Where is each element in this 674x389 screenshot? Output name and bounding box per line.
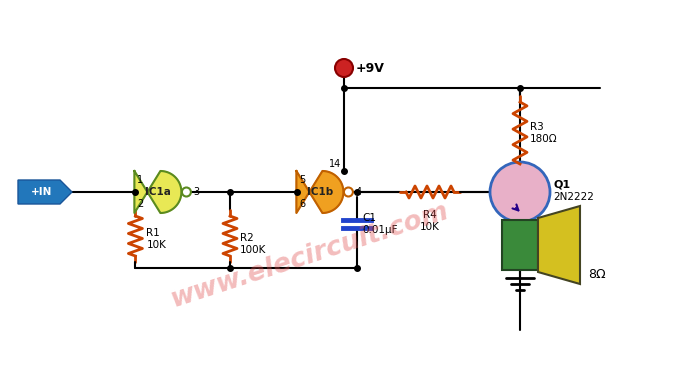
Text: R1
10K: R1 10K <box>146 228 166 250</box>
Text: 4: 4 <box>355 187 361 197</box>
Polygon shape <box>18 180 72 204</box>
Text: R2
100K: R2 100K <box>240 233 266 255</box>
Text: IC1a: IC1a <box>145 187 171 197</box>
Text: Q1: Q1 <box>553 179 570 189</box>
Circle shape <box>182 187 191 196</box>
Text: 14: 14 <box>329 159 341 169</box>
Text: www.elecircuit.com: www.elecircuit.com <box>168 198 452 312</box>
Text: 2N2222: 2N2222 <box>553 192 594 202</box>
Polygon shape <box>134 171 181 213</box>
FancyBboxPatch shape <box>502 220 538 270</box>
Text: C1
0.01μF: C1 0.01μF <box>362 213 398 235</box>
Circle shape <box>344 187 353 196</box>
Text: +IN: +IN <box>31 187 53 197</box>
Text: 3: 3 <box>193 187 200 197</box>
Circle shape <box>490 162 550 222</box>
Polygon shape <box>297 171 343 213</box>
Text: 6: 6 <box>299 199 305 209</box>
Text: R3
180Ω: R3 180Ω <box>530 122 557 144</box>
Circle shape <box>335 59 353 77</box>
Text: +9V: +9V <box>356 61 385 75</box>
Polygon shape <box>538 206 580 284</box>
Text: 2: 2 <box>137 199 144 209</box>
Text: 1: 1 <box>137 175 144 185</box>
Text: 8Ω: 8Ω <box>588 268 606 282</box>
Text: R4
10K: R4 10K <box>420 210 440 231</box>
Text: IC1b: IC1b <box>307 187 333 197</box>
Text: 5: 5 <box>299 175 305 185</box>
